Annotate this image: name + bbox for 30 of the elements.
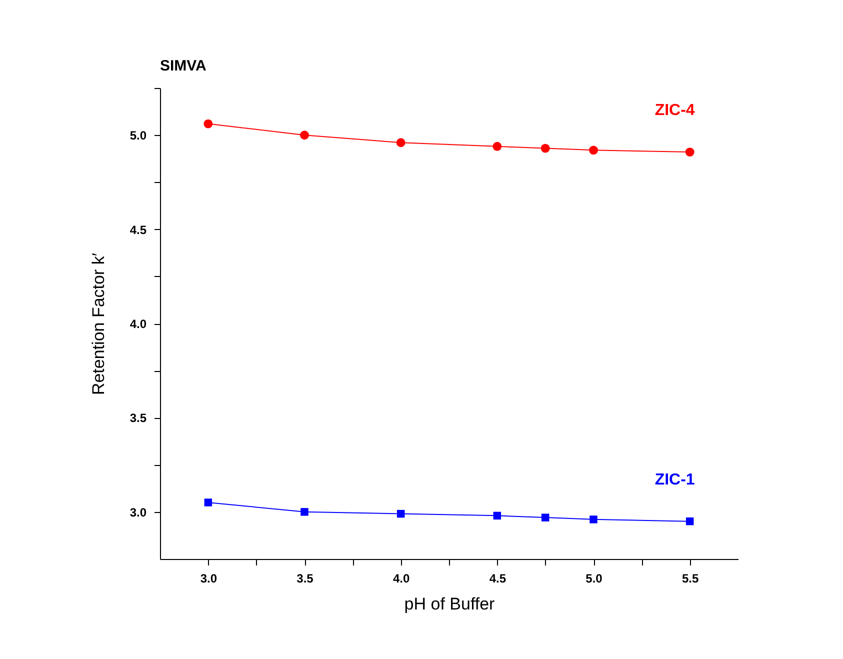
- point: [685, 148, 694, 157]
- x-tick-label: 4.5: [489, 572, 506, 586]
- x-axis-title: pH of Buffer: [404, 594, 496, 614]
- point: [590, 516, 598, 524]
- series-label: ZIC-4: [654, 102, 695, 120]
- series-label: ZIC-1: [654, 471, 695, 488]
- x-tick-label: 5.0: [586, 572, 603, 586]
- point: [493, 512, 502, 520]
- point: [396, 138, 406, 148]
- y-tick-label: 4.0: [130, 317, 147, 331]
- point: [204, 498, 212, 506]
- x-tick-label: 5.5: [682, 572, 699, 586]
- x-tick-label: 4.0: [392, 572, 410, 586]
- point: [686, 517, 694, 526]
- point: [541, 514, 550, 522]
- point: [589, 146, 598, 155]
- y-tick-label: 4.5: [130, 222, 147, 237]
- point: [540, 144, 550, 153]
- point: [492, 142, 502, 151]
- y-tick-label: 5.0: [130, 128, 147, 143]
- x-tick-label: 3.5: [296, 572, 314, 586]
- point: [300, 130, 309, 140]
- y-tick-label: 3.5: [130, 411, 147, 426]
- y-axis-title: Retention Factor k′: [88, 252, 108, 396]
- x-tick-label: 3.0: [200, 572, 218, 586]
- chart-title: SIMVA: [160, 58, 207, 74]
- point: [396, 510, 405, 518]
- point: [204, 119, 213, 128]
- y-tick-label: 3.0: [130, 505, 147, 520]
- point: [300, 508, 308, 516]
